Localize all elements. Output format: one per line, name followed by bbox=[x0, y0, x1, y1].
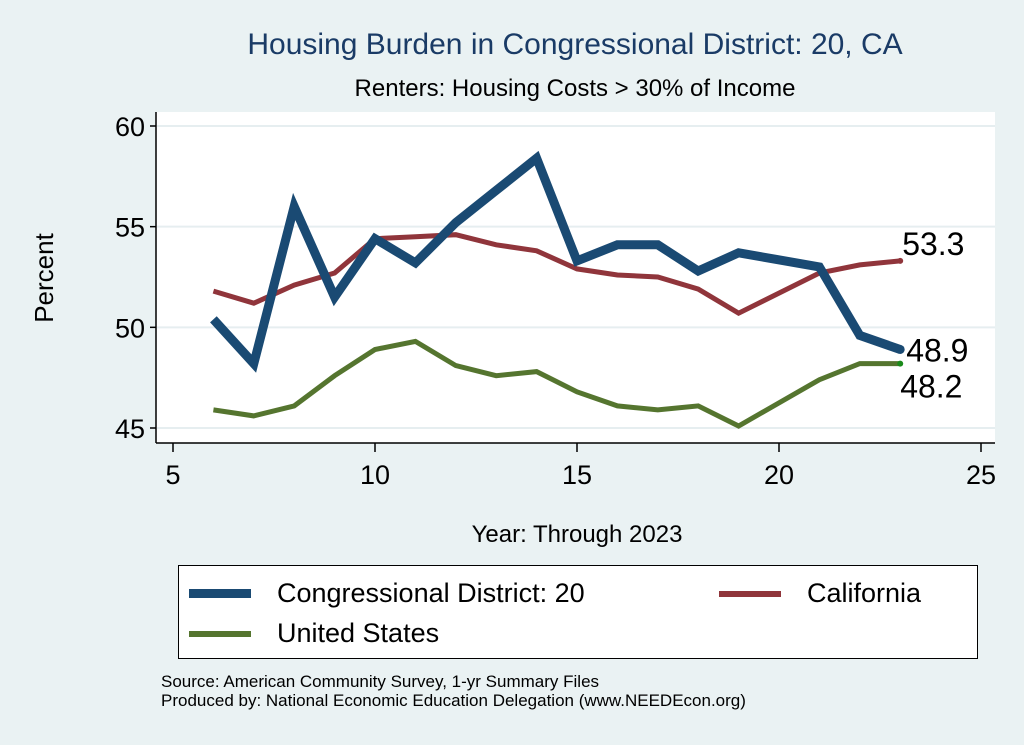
legend-label-united-states: United States bbox=[277, 618, 440, 648]
y-tick-label: 55 bbox=[115, 213, 145, 243]
legend-item-district: Congressional District: 20 bbox=[189, 578, 585, 609]
x-tick-label: 25 bbox=[966, 460, 996, 490]
end-label-district: 48.9 bbox=[906, 332, 968, 368]
chart-subtitle: Renters: Housing Costs > 30% of Income bbox=[354, 75, 796, 102]
legend-item-united-states: United States bbox=[189, 618, 439, 649]
x-tick-label: 5 bbox=[165, 460, 180, 490]
y-tick-label: 50 bbox=[115, 313, 145, 343]
series-line-district bbox=[210, 150, 902, 373]
line-chart: 45 50 55 60 5 10 15 20 25 48.9 53.3 48.2 Percent Y… bbox=[29, 112, 996, 548]
end-marker-united-states bbox=[897, 360, 904, 367]
legend-swatch-united-states bbox=[189, 630, 251, 637]
x-tick-label: 15 bbox=[562, 460, 592, 490]
legend-swatch-california bbox=[719, 590, 781, 597]
end-label-united-states: 48.2 bbox=[900, 369, 962, 405]
y-tick-label: 45 bbox=[115, 414, 145, 444]
x-tick-label: 20 bbox=[764, 460, 794, 490]
y-axis-label: Percent bbox=[29, 232, 59, 322]
x-tick-label: 10 bbox=[360, 460, 390, 490]
source-note: Source: American Community Survey, 1-yr … bbox=[161, 672, 746, 710]
end-label-california: 53.3 bbox=[902, 226, 964, 262]
plot-area bbox=[156, 112, 995, 443]
legend-item-california: California bbox=[719, 578, 921, 609]
source-line: Source: American Community Survey, 1-yr … bbox=[161, 672, 600, 691]
legend-label-california: California bbox=[807, 578, 922, 608]
chart-title: Housing Burden in Congressional District… bbox=[247, 28, 903, 61]
y-tick-label: 60 bbox=[115, 112, 145, 142]
x-axis-label: Year: Through 2023 bbox=[472, 521, 683, 548]
end-marker-district bbox=[895, 344, 905, 354]
legend: Congressional District: 20 California Un… bbox=[178, 565, 978, 659]
producer-line: Produced by: National Economic Education… bbox=[161, 691, 746, 710]
end-marker-california bbox=[897, 257, 904, 264]
legend-label-district: Congressional District: 20 bbox=[277, 578, 585, 608]
legend-swatch-district bbox=[189, 589, 251, 598]
series-line-united-states bbox=[213, 338, 901, 429]
